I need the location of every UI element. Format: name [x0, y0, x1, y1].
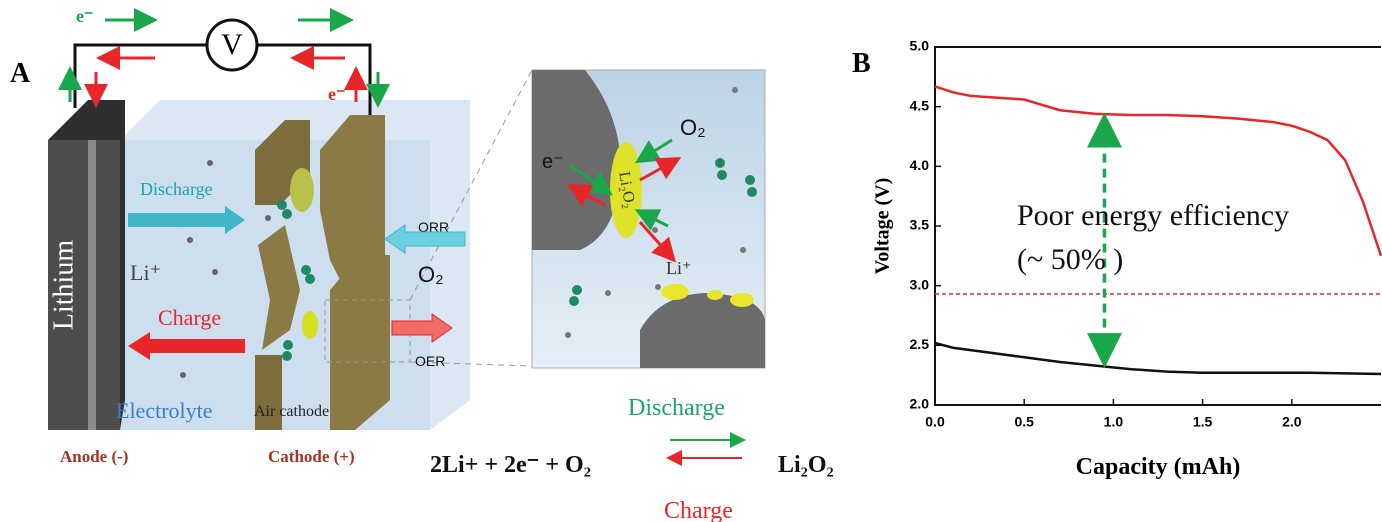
x-tick-label: 0.5 [1014, 414, 1034, 430]
x-tick-label: 1.0 [1104, 414, 1124, 430]
annotation: Poor energy efficiency [1017, 199, 1289, 232]
air-cathode-label: Air cathode [254, 403, 329, 420]
discharge-label: Discharge [140, 179, 213, 199]
charge-label: Charge [158, 305, 221, 330]
y-tick-label: 4.5 [910, 97, 930, 113]
y-tick-label: 2.5 [910, 336, 930, 352]
equation-forward: Discharge [628, 395, 725, 421]
electrolyte-label: Electrolyte [116, 398, 213, 423]
product-particle [302, 311, 318, 339]
panel-b: B Voltage (V) Capacity (mAh) 2.0 2.5 3.0 3.… [852, 38, 1381, 480]
figure: A Lithium V e⁻ e⁻ [0, 0, 1382, 522]
electron-label: e⁻ [76, 6, 94, 26]
data-line [935, 343, 1381, 374]
y-tick-label: 3.5 [910, 217, 930, 233]
y-axis-label: Voltage (V) [872, 178, 894, 274]
voltmeter-label: V [221, 28, 243, 61]
x-tick-label: 1.5 [1193, 414, 1213, 430]
y-tick-label: 4.0 [910, 157, 930, 173]
panel-a: A Lithium V e⁻ e⁻ [10, 6, 834, 522]
y-tick-label: 2.0 [910, 396, 930, 412]
panel-label: B [852, 48, 871, 79]
equation-reverse: Charge [664, 498, 733, 522]
cathode-label: Cathode (+) [268, 447, 355, 466]
x-tick-label: 0.0 [925, 414, 945, 430]
li-ion-label: Li⁺ [130, 260, 161, 285]
product-particle [290, 168, 314, 212]
x-tick-label: 2.0 [1282, 414, 1302, 430]
x-axis-label: Capacity (mAh) [1076, 454, 1241, 480]
equation-reactants: 2Li+ + 2e⁻ + O₂ [430, 452, 591, 478]
electron-label: e⁻ [328, 84, 346, 104]
oxygen-label: O₂ [418, 262, 444, 287]
inset-oxygen-label: O₂ [680, 115, 706, 140]
anode-stripe [88, 140, 96, 430]
inset-li-label: Li⁺ [666, 258, 692, 278]
anode-text: Lithium [48, 240, 79, 330]
equation-product: Li₂O₂ [778, 452, 834, 478]
oer-label: OER [415, 353, 445, 369]
annotation: (~ 50% ) [1017, 243, 1123, 276]
panel-label: A [10, 58, 31, 89]
inset-electron: e⁻ [542, 151, 564, 173]
anode-label: Anode (-) [60, 447, 128, 466]
cathode-piece [330, 255, 390, 430]
y-tick-label: 3.0 [910, 276, 930, 292]
y-tick-label: 5.0 [910, 38, 930, 54]
